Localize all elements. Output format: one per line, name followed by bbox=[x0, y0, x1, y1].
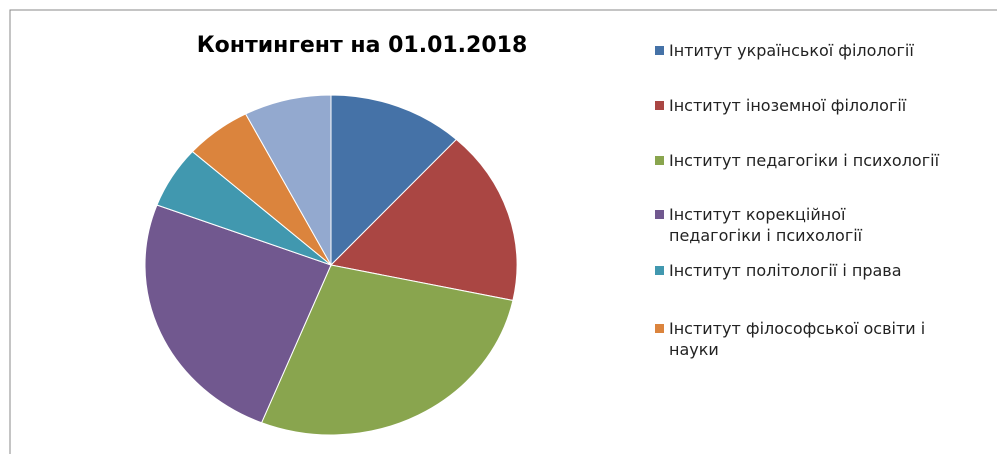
legend-swatch bbox=[655, 210, 664, 219]
legend-label: Інститут іноземної філології bbox=[669, 96, 907, 115]
legend-label: Інтитут української філології bbox=[669, 41, 914, 60]
legend-label: Інститут педагогіки і психології bbox=[669, 151, 940, 170]
legend-swatch bbox=[655, 324, 664, 333]
legend-swatch bbox=[655, 46, 664, 55]
legend-item: Інститут корекційної педагогіки і психол… bbox=[655, 204, 939, 246]
legend-swatch bbox=[655, 156, 664, 165]
legend-label: Інститут політології і права bbox=[669, 261, 902, 280]
legend-item: Інститут політології і права bbox=[655, 260, 939, 281]
pie-slice bbox=[244, 94, 332, 267]
legend-item: Інститут педагогіки і психології bbox=[655, 150, 939, 171]
legend-swatch bbox=[655, 101, 664, 110]
pie-slice bbox=[330, 94, 458, 267]
legend-swatch bbox=[655, 266, 664, 275]
chart-title: Контингент на 01.01.2018 bbox=[197, 33, 528, 58]
legend-item: Інтитут української філології bbox=[655, 40, 939, 61]
legend: Інтитут української філології Інститут ін… bbox=[655, 40, 997, 380]
legend-item: Інститут іноземної філології bbox=[655, 95, 939, 116]
legend-label: Інститут філософської освіти і науки bbox=[669, 319, 926, 359]
pie-slice bbox=[260, 264, 514, 436]
pie-slice bbox=[144, 204, 332, 424]
legend-item: Інститут філософської освіти і науки bbox=[655, 318, 939, 360]
legend-label: Інститут корекційної педагогіки і психол… bbox=[669, 205, 863, 245]
pie-slice bbox=[329, 138, 518, 302]
